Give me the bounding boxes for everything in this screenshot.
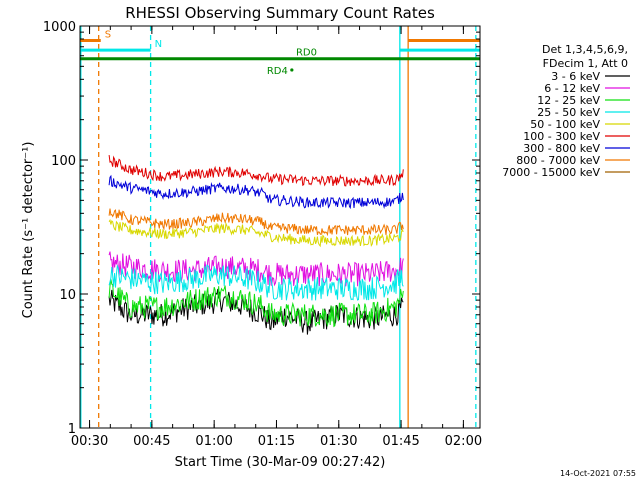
series-line-2 bbox=[108, 279, 404, 328]
series-line-5 bbox=[108, 155, 404, 187]
series-line-7 bbox=[108, 208, 404, 237]
marker-label-0: RD4 bbox=[267, 66, 288, 77]
x-tick-label: 02:00 bbox=[445, 434, 482, 449]
x-tick-label: 00:45 bbox=[133, 434, 170, 449]
axes-group: 1 10 100 1000 00:30 00:45 01:00 01:15 01:30 01:45… bbox=[43, 20, 482, 449]
y-axis-label: Count Rate (s⁻¹ detector⁻¹) bbox=[21, 142, 36, 319]
y-tick-label: 1 bbox=[68, 422, 76, 437]
marker-point-0 bbox=[290, 68, 294, 72]
x-tick-label: 01:00 bbox=[195, 434, 232, 449]
legend-entry-3: 25 - 50 keV bbox=[537, 106, 600, 119]
legend-entry-2: 12 - 25 keV bbox=[537, 94, 600, 107]
legend-entry-4: 50 - 100 keV bbox=[530, 118, 600, 131]
series-line-4 bbox=[108, 218, 404, 248]
legend-entry-7: 800 - 7000 keV bbox=[516, 154, 600, 167]
series-line-3 bbox=[108, 264, 404, 301]
flag-label-rd0: RD0 bbox=[296, 48, 317, 59]
legend: Det 1,3,4,5,6,9,FDecim 1, Att 03 - 6 keV… bbox=[502, 43, 630, 179]
x-tick-label: 01:30 bbox=[320, 434, 357, 449]
legend-entry-5: 100 - 300 keV bbox=[523, 130, 600, 143]
legend-entry-6: 300 - 800 keV bbox=[523, 142, 600, 155]
flag-label-n: N bbox=[155, 39, 162, 50]
y-tick-label: 1000 bbox=[43, 20, 76, 35]
legend-header-1: FDecim 1, Att 0 bbox=[543, 57, 628, 70]
flag-label-s: S bbox=[105, 29, 111, 40]
plot-frame bbox=[79, 25, 481, 429]
legend-header-0: Det 1,3,4,5,6,9, bbox=[542, 43, 628, 56]
series-line-6 bbox=[108, 174, 404, 210]
y-tick-label: 10 bbox=[59, 288, 76, 303]
legend-entry-0: 3 - 6 keV bbox=[551, 70, 600, 83]
x-tick-label: 00:30 bbox=[71, 434, 108, 449]
y-tick-label: 100 bbox=[51, 154, 76, 169]
x-tick-label: 01:45 bbox=[382, 434, 419, 449]
series-line-1 bbox=[108, 251, 404, 287]
legend-entry-8: 7000 - 15000 keV bbox=[502, 166, 600, 179]
x-axis-label: Start Time (30-Mar-09 00:27:42) bbox=[175, 455, 386, 470]
chart-title: RHESSI Observing Summary Count Rates bbox=[125, 4, 435, 22]
generated-timestamp: 14-Oct-2021 07:55 bbox=[560, 469, 636, 478]
plot-series-group: S N RD0 RD4 bbox=[80, 26, 480, 428]
legend-entry-1: 6 - 12 keV bbox=[544, 82, 600, 95]
x-tick-label: 01:15 bbox=[258, 434, 295, 449]
